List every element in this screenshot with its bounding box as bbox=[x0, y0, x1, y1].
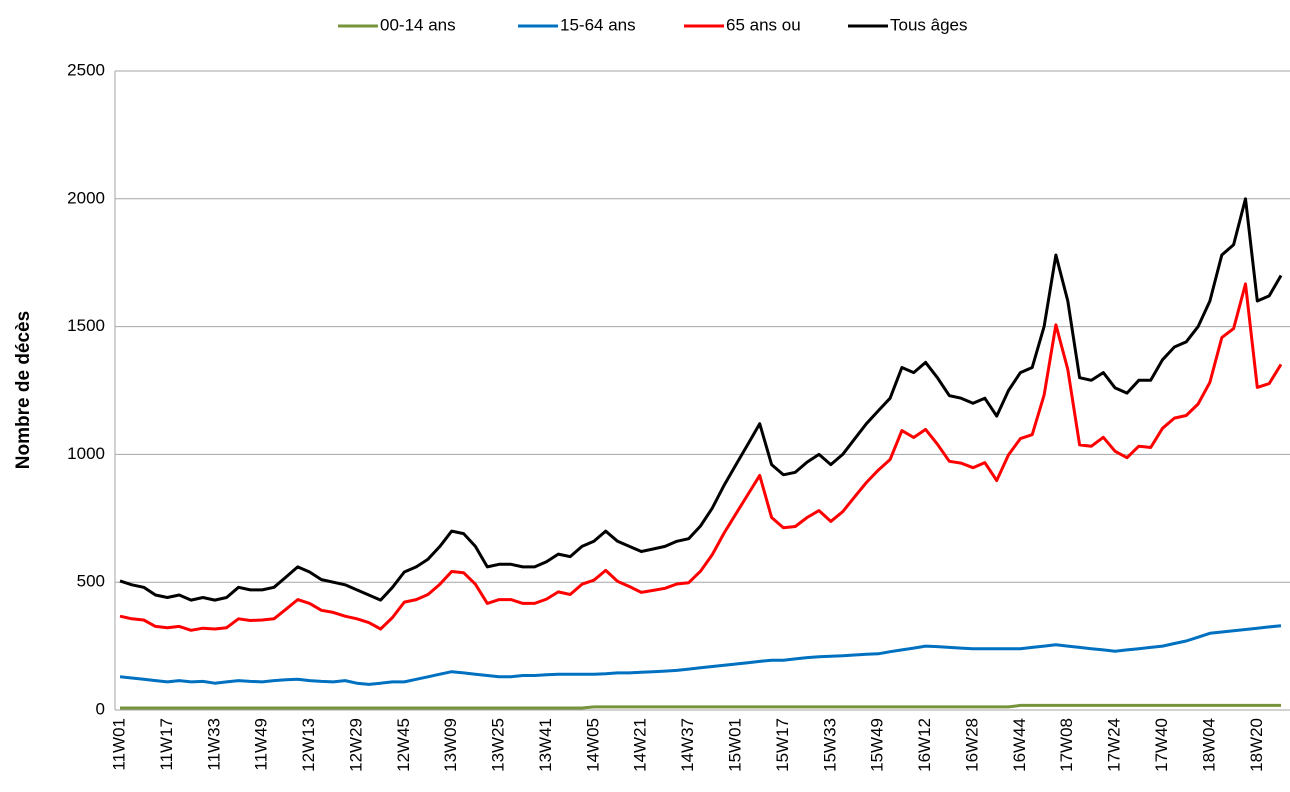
y-tick-label: 1500 bbox=[67, 316, 105, 335]
x-tick-label: 17W08 bbox=[1057, 718, 1076, 772]
x-tick-label: 14W21 bbox=[631, 718, 650, 772]
x-tick-label: 18W04 bbox=[1199, 718, 1218, 772]
x-tick-label: 12W45 bbox=[394, 718, 413, 772]
series-line bbox=[119, 197, 1283, 602]
legend-label: Tous âges bbox=[890, 15, 968, 34]
series-line bbox=[119, 624, 1282, 686]
x-tick-label: 16W28 bbox=[962, 718, 981, 772]
x-tick-label: 14W37 bbox=[678, 718, 697, 772]
x-tick-label: 15W01 bbox=[726, 718, 745, 772]
y-tick-label: 2500 bbox=[67, 60, 105, 79]
x-tick-label: 12W13 bbox=[299, 718, 318, 772]
x-tick-label: 16W44 bbox=[1010, 718, 1029, 772]
y-tick-label: 500 bbox=[77, 572, 105, 591]
x-tick-label: 11W49 bbox=[252, 718, 271, 771]
x-tick-label: 13W41 bbox=[536, 718, 555, 772]
x-tick-label: 14W05 bbox=[583, 718, 602, 772]
legend-label: 65 ans ou bbox=[726, 15, 801, 34]
x-tick-label: 15W17 bbox=[773, 718, 792, 772]
x-tick-label: 15W49 bbox=[868, 718, 887, 772]
y-tick-label: 1000 bbox=[67, 444, 105, 463]
x-tick-label: 12W29 bbox=[346, 718, 365, 772]
y-tick-label: 0 bbox=[96, 699, 105, 718]
y-tick-label: 2000 bbox=[67, 188, 105, 207]
legend-label: 00-14 ans bbox=[380, 15, 456, 34]
x-tick-label: 13W25 bbox=[489, 718, 508, 772]
x-tick-label: 13W09 bbox=[441, 718, 460, 772]
series-line bbox=[119, 282, 1283, 632]
series-line bbox=[120, 703, 1281, 710]
legend-label: 15-64 ans bbox=[560, 15, 636, 34]
x-tick-label: 11W17 bbox=[157, 718, 176, 771]
x-tick-label: 11W01 bbox=[109, 718, 128, 771]
x-tick-label: 17W24 bbox=[1105, 718, 1124, 772]
x-tick-label: 15W33 bbox=[820, 718, 839, 772]
x-tick-label: 17W40 bbox=[1152, 718, 1171, 772]
x-tick-label: 18W20 bbox=[1247, 718, 1266, 772]
y-axis-label: Nombre de décès bbox=[13, 311, 34, 469]
x-tick-label: 16W12 bbox=[915, 718, 934, 772]
x-tick-label: 11W33 bbox=[204, 718, 223, 771]
